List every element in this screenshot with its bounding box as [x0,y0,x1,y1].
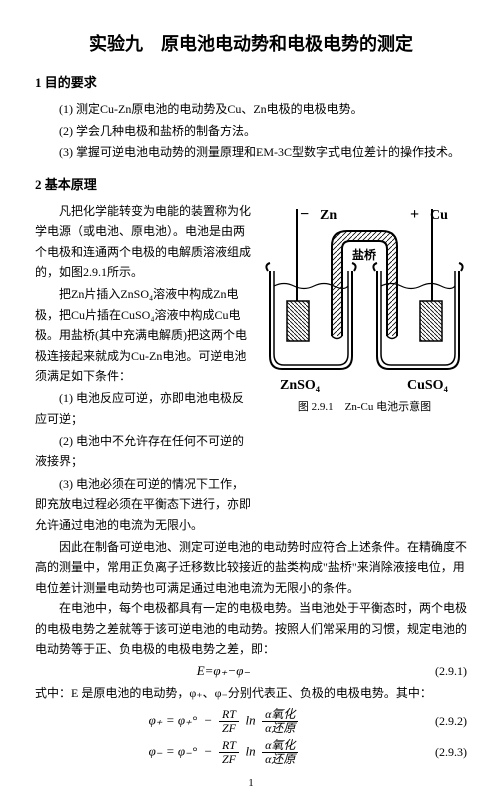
text-figure-row: 凡把化学能转变为电能的装置称为化学电源（或电池、原电池）。电池是由两个电极和连通… [35,201,467,537]
eq2-lhs: φ₊ = φ₊° [149,712,198,727]
paragraph-4: 在电池中，每个电极都具有一定的电极电势。当电池处于平衡态时，两个电极的电极电势之… [35,598,467,659]
req-item-2: (2) 学会几种电极和盐桥的制备方法。 [59,121,467,143]
znso4-label: ZnSO₄ [280,378,321,393]
requirements-list: (1) 测定Cu-Zn原电池的电动势及Cu、Zn电极的电极电势。 (2) 学会几… [59,99,467,164]
minus-label: − [300,206,309,223]
bullet-3: (3) 电池必须在可逆的情况下工作，即充放电过程必须在平衡态下进行，亦即允许通过… [35,474,254,535]
document-page: 实验九 原电池电动势和电极电势的测定 1 目的要求 (1) 测定Cu-Zn原电池… [0,0,502,809]
eq3-frac2: α氧化 α还原 [262,739,298,766]
cuso4-label: CuSO₄ [407,378,449,393]
text-column: 凡把化学能转变为电能的装置称为化学电源（或电池、原电池）。电池是由两个电极和连通… [35,201,254,537]
plus-label: + [410,206,419,223]
paragraph-1: 凡把化学能转变为电能的装置称为化学电源（或电池、原电池）。电池是由两个电极和连通… [35,201,254,283]
zn-label: Zn [320,208,337,223]
left-lip-l [266,263,270,271]
bridge-label: 盐桥 [352,247,377,262]
bullet-1: (1) 电池反应可逆，亦即电池电极反应可逆； [35,388,254,429]
equation-3-row: φ₋ = φ₋° − RT ZF ln α氧化 α还原 (2.9.3) [35,739,467,766]
right-lip-r [459,263,463,271]
req-item-1: (1) 测定Cu-Zn原电池的电动势及Cu、Zn电极的电极电势。 [59,99,467,121]
eq3-frac1: RT ZF [219,739,239,766]
figure-column: − Zn + Cu [262,201,467,537]
cu-electrode [420,301,442,341]
zn-electrode [287,301,309,341]
bullet-2: (2) 电池中不允许存在任何不可逆的液接界； [35,431,254,472]
equation-1: E=φ₊−φ₋ [35,663,412,679]
section-1-heading: 1 目的要求 [35,72,467,91]
req-item-3: (3) 掌握可逆电池电动势的测量原理和EM-3C型数字式电位差计的操作技术。 [59,142,467,164]
paragraph-3: 因此在制备可逆电池、测定可逆电池的电动势时应符合上述条件。在精确度不高的测量中，… [35,537,467,598]
equation-1-num: (2.9.1) [412,664,467,679]
equation-3: φ₋ = φ₋° − RT ZF ln α氧化 α还原 [35,739,412,766]
eq2-frac2: α氧化 α还原 [262,708,298,735]
figure-caption: 图 2.9.1 Zn-Cu 电池示意图 [262,398,467,414]
left-lip-r [352,263,356,271]
equation-2-num: (2.9.2) [412,714,467,729]
equation-1-row: E=φ₊−φ₋ (2.9.1) [35,663,467,679]
paragraph-2: 把Zn片插入ZnSO₄溶液中构成Zn电极，把Cu片插在CuSO₄溶液中构成Cu电… [35,284,254,386]
equation-3-num: (2.9.3) [412,745,467,760]
page-number: 1 [35,777,467,789]
section-2-heading: 2 基本原理 [35,174,467,193]
page-title: 实验九 原电池电动势和电极电势的测定 [35,30,467,56]
right-lip-l [373,263,377,271]
paragraph-5: 式中：E 是原电池的电动势，φ₊、φ₋分别代表正、负极的电极电势。其中： [35,683,467,703]
eq2-frac1: RT ZF [219,708,239,735]
bridge-fill [327,226,402,341]
bridge-plug-l [332,336,342,339]
equation-2: φ₊ = φ₊° − RT ZF ln α氧化 α还原 [35,708,412,735]
eq3-lhs: φ₋ = φ₋° [149,744,198,759]
equation-2-row: φ₊ = φ₊° − RT ZF ln α氧化 α还原 (2.9.2) [35,708,467,735]
bridge-plug-r [387,336,397,339]
cell-diagram: − Zn + Cu [262,201,467,396]
